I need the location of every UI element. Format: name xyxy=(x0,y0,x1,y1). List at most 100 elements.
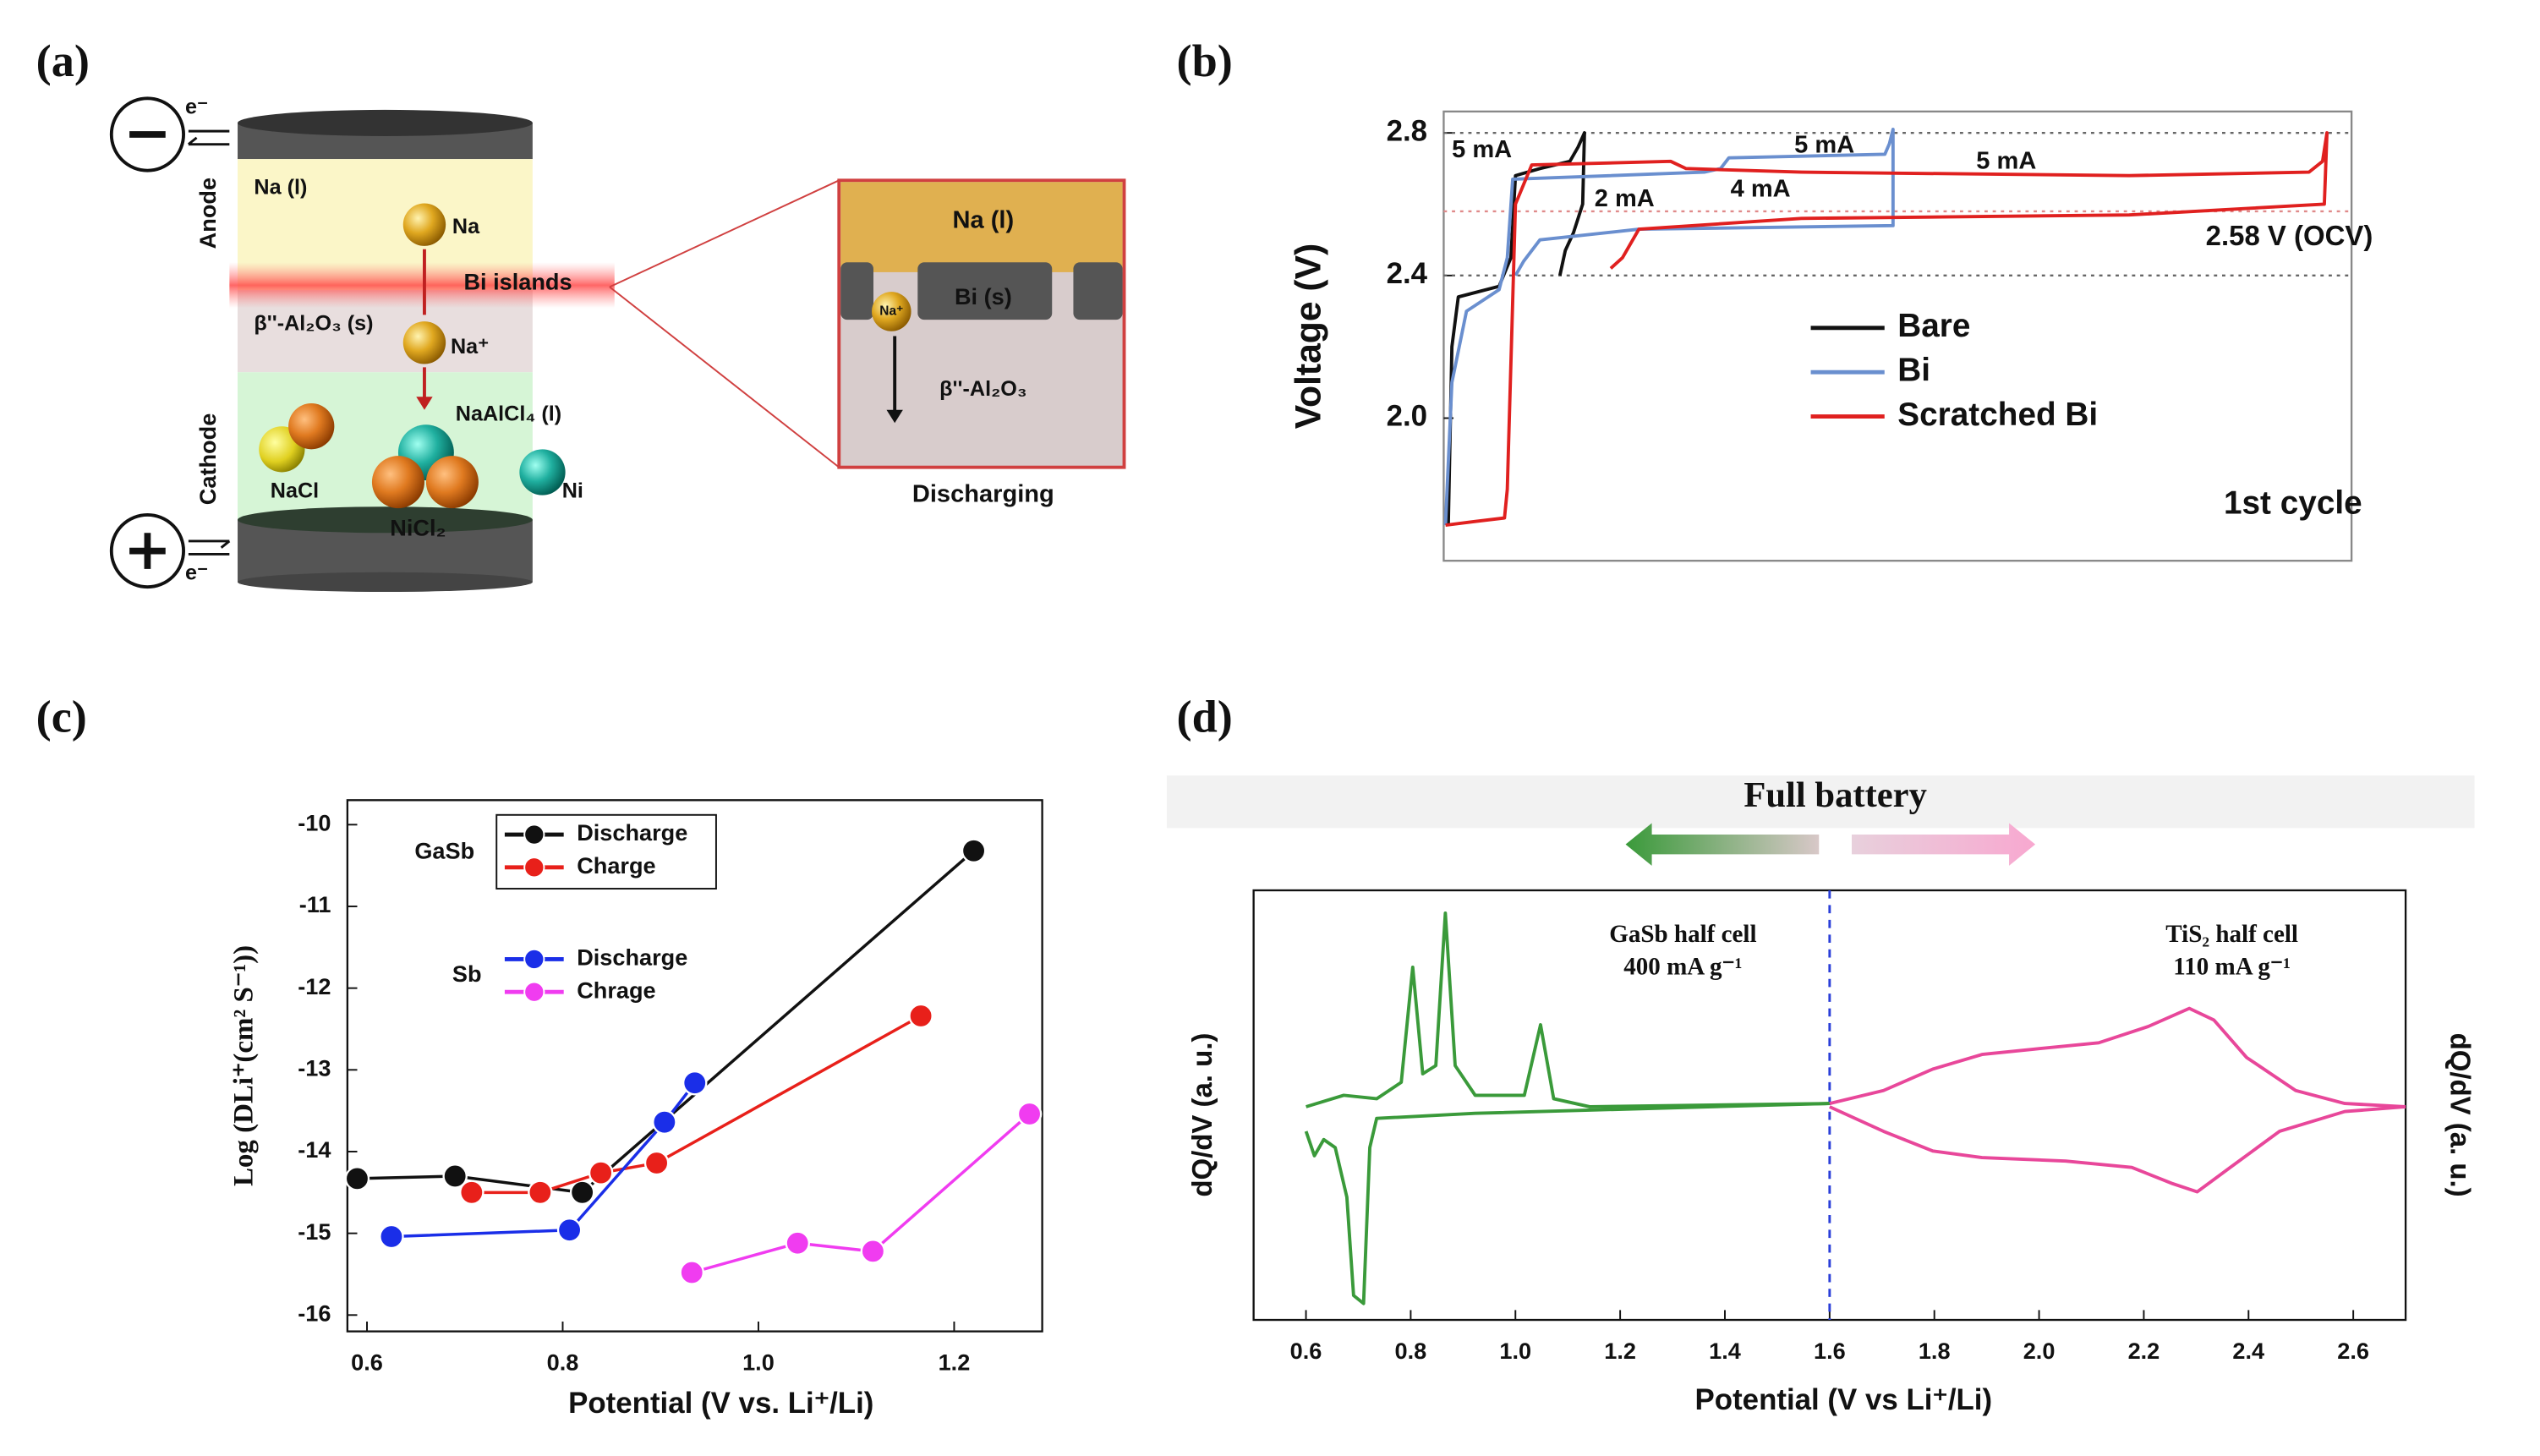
legend-label: Bi xyxy=(1897,352,1930,388)
data-point xyxy=(588,1160,614,1185)
y2-axis-label: dQ/dV (a. u.) xyxy=(2444,1033,2476,1197)
inset-bi xyxy=(1073,262,1123,320)
diagram-label: Na⁺ xyxy=(879,304,903,319)
y-axis-label: Log (DLi⁺(cm² S⁻¹)) xyxy=(228,945,259,1186)
x-tick-label: 0.8 xyxy=(547,1349,579,1376)
y-tick-label: -10 xyxy=(298,809,331,835)
y-tick-label: 2.4 xyxy=(1387,257,1428,290)
legend-label: Scratched Bi xyxy=(1897,397,2098,433)
diagram-label: Na⁺ xyxy=(451,335,489,359)
series-line xyxy=(1829,1006,2406,1108)
annotation: TiS₂ half cell xyxy=(2165,921,2298,948)
x-tick-label: 2.4 xyxy=(2232,1338,2264,1364)
y-tick-label: -13 xyxy=(298,1054,331,1081)
x-tick-label: 0.8 xyxy=(1395,1338,1427,1364)
bottom-edge xyxy=(238,572,533,593)
data-point xyxy=(860,1239,886,1264)
annotation: 5 mA xyxy=(1976,148,2036,175)
arrowhead xyxy=(416,397,433,410)
data-point xyxy=(1016,1101,1043,1127)
plot-frame xyxy=(346,799,1043,1333)
x-tick-label: 2.6 xyxy=(2337,1338,2369,1364)
y-tick-label: 2.8 xyxy=(1387,114,1427,147)
series-line xyxy=(1829,1105,2406,1194)
data-point xyxy=(344,1166,370,1191)
annotation: 2 mA xyxy=(1595,185,1655,212)
x-tick-label: 2.0 xyxy=(2023,1338,2056,1364)
x-axis-label: Potential (V vs Li⁺/Li) xyxy=(1695,1383,1993,1416)
panel-label: (c) xyxy=(36,692,87,742)
data-point xyxy=(528,1180,553,1206)
nicl2-atom xyxy=(371,456,424,509)
y-tick-label: -11 xyxy=(299,891,331,917)
x-tick-label: 1.6 xyxy=(1814,1338,1846,1364)
series-line xyxy=(1446,131,1586,526)
reference-label: 2.58 V (OCV) xyxy=(2206,220,2373,251)
annotation: GaSb xyxy=(414,838,474,864)
legend-label: Charge xyxy=(577,852,655,879)
diagram-label: NiCl₂ xyxy=(390,515,446,541)
annotation: 4 mA xyxy=(1731,176,1791,203)
diagram-label: β''-Al₂O₃ (s) xyxy=(254,312,373,336)
data-point xyxy=(908,1003,933,1029)
series-line xyxy=(691,1113,1031,1274)
legend-label: Bare xyxy=(1897,308,1970,344)
x-tick-label: 1.8 xyxy=(1919,1338,1951,1364)
diagram-label: Anode xyxy=(194,178,221,249)
series-line xyxy=(357,849,975,1195)
legend-marker xyxy=(523,857,545,879)
legend-marker xyxy=(523,824,545,846)
annotation: Sb xyxy=(452,961,482,987)
data-point xyxy=(379,1223,404,1250)
legend-marker xyxy=(523,981,545,1003)
y-tick-label: -15 xyxy=(298,1218,331,1245)
annotation: 5 mA xyxy=(1794,131,1854,158)
zoom-line xyxy=(609,179,840,288)
data-point xyxy=(652,1109,677,1135)
plot-frame xyxy=(1442,110,2353,562)
diagram-label: Na (l) xyxy=(254,176,307,200)
inset-bi xyxy=(840,262,873,320)
battery-diagram xyxy=(109,96,1126,593)
annotation: 5 mA xyxy=(1452,136,1512,163)
series-line xyxy=(1306,911,1830,1108)
arrow-right xyxy=(1852,823,2036,866)
series-line xyxy=(391,1081,697,1239)
diagram-label: Bi (s) xyxy=(955,283,1012,309)
annotation: 1st cycle xyxy=(2224,484,2362,521)
y-axis-label: Voltage (V) xyxy=(1289,244,1329,430)
bi-band xyxy=(229,262,615,309)
diagram-label: Cathode xyxy=(194,413,221,506)
chart-title: Full battery xyxy=(1744,775,1927,815)
series-line xyxy=(1445,131,2329,528)
top-cap-face xyxy=(238,109,533,136)
y-tick-label: 2.0 xyxy=(1387,400,1427,433)
annotation: 110 mA g⁻¹ xyxy=(2173,954,2291,981)
diagram-label: e⁻ xyxy=(185,96,208,119)
inset-na-ion xyxy=(872,292,911,331)
data-point xyxy=(459,1180,484,1206)
inset-na xyxy=(840,182,1123,272)
legend-label: Discharge xyxy=(577,944,687,971)
diagram-label: e⁻ xyxy=(185,561,208,584)
panel-label: (b) xyxy=(1177,36,1233,86)
data-point xyxy=(679,1260,704,1285)
inset-arrowhead xyxy=(886,409,903,424)
panel-label: (a) xyxy=(36,36,90,86)
legend-label: Chrage xyxy=(577,977,655,1003)
x-tick-label: 1.4 xyxy=(1709,1338,1741,1364)
electron-arrow xyxy=(188,539,231,556)
diagram-label: Na xyxy=(452,215,480,238)
na-ion-atom xyxy=(402,321,446,364)
series-line xyxy=(1443,128,1895,526)
inset-bi xyxy=(917,262,1053,320)
y-axis-label: dQ/dV (a. u.) xyxy=(1186,1033,1218,1197)
legend-box xyxy=(495,813,717,890)
bottom-cap-face xyxy=(238,506,533,534)
y-tick-label: -14 xyxy=(298,1136,331,1163)
x-axis-label: Potential (V vs. Li⁺/Li) xyxy=(568,1387,873,1420)
x-tick-label: 1.0 xyxy=(1499,1338,1531,1364)
diagram-label: NaAlCl₄ (l) xyxy=(456,402,561,425)
data-point xyxy=(643,1150,670,1176)
